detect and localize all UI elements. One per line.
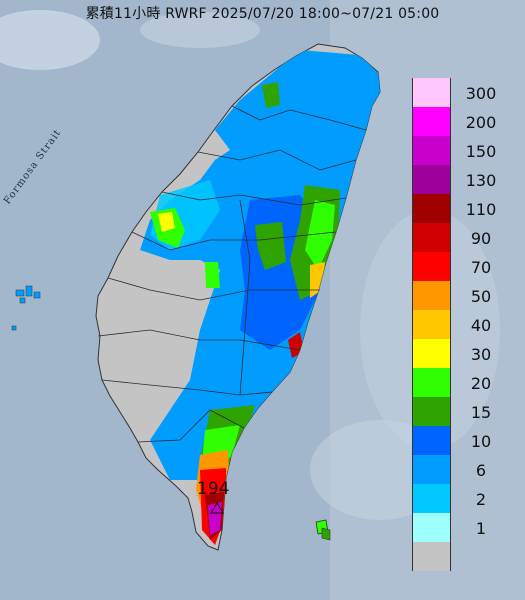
county-boundaries	[97, 105, 367, 443]
legend-swatch	[412, 339, 451, 368]
rain-area-green-central	[255, 222, 286, 270]
legend-label: 1	[475, 519, 487, 538]
legend-swatch	[412, 223, 451, 252]
legend-label: 50	[470, 287, 492, 306]
legend-label: 15	[470, 403, 492, 422]
legend-swatch	[412, 542, 451, 571]
legend-swatch	[412, 252, 451, 281]
rain-area-lime-central	[205, 262, 220, 288]
max-rainfall-value: 194	[197, 479, 230, 499]
map-title: 累積11小時 RWRF 2025/07/20 18:00~07/21 05:00	[85, 6, 440, 22]
legend-label: 130	[465, 171, 497, 190]
rainfall-layer	[140, 50, 380, 545]
legend-label: 10	[470, 432, 492, 451]
legend-swatch	[412, 281, 451, 310]
legend-label: 2	[475, 490, 487, 509]
rain-area-yellow-northwest	[158, 212, 175, 232]
rainfall-legend: 300 200 150 130 110 90 70 50 40 30 20 15 10 6 2 1	[412, 78, 510, 572]
legend-label: 40	[470, 316, 492, 335]
orchid-island	[321, 527, 331, 541]
cloud-northwest	[0, 10, 100, 70]
legend-swatch	[412, 107, 451, 136]
legend-label: 150	[465, 142, 497, 161]
cloud-north	[140, 12, 260, 48]
legend-swatch	[412, 455, 451, 484]
legend-label: 30	[470, 345, 492, 364]
legend-swatch	[412, 368, 451, 397]
legend-label: 90	[470, 229, 492, 248]
legend-swatch	[412, 136, 451, 165]
legend-label: 6	[475, 461, 487, 480]
legend-label: 20	[470, 374, 492, 393]
legend-swatch	[412, 513, 451, 542]
legend-label: 110	[465, 200, 497, 219]
legend-swatch	[412, 78, 451, 107]
legend-label: 70	[470, 258, 492, 277]
max-rainfall-marker-icon	[210, 502, 224, 514]
legend-swatch	[412, 194, 451, 223]
rain-area-lime-east	[305, 200, 335, 270]
penghu-islands	[11, 285, 41, 331]
legend-swatch	[412, 310, 451, 339]
legend-swatch	[412, 484, 451, 513]
legend-label: 300	[465, 84, 497, 103]
rain-area-green-north	[262, 82, 280, 108]
legend-swatch	[412, 426, 451, 455]
legend-swatch	[412, 397, 451, 426]
legend-swatch	[412, 165, 451, 194]
legend-label: 200	[465, 113, 497, 132]
